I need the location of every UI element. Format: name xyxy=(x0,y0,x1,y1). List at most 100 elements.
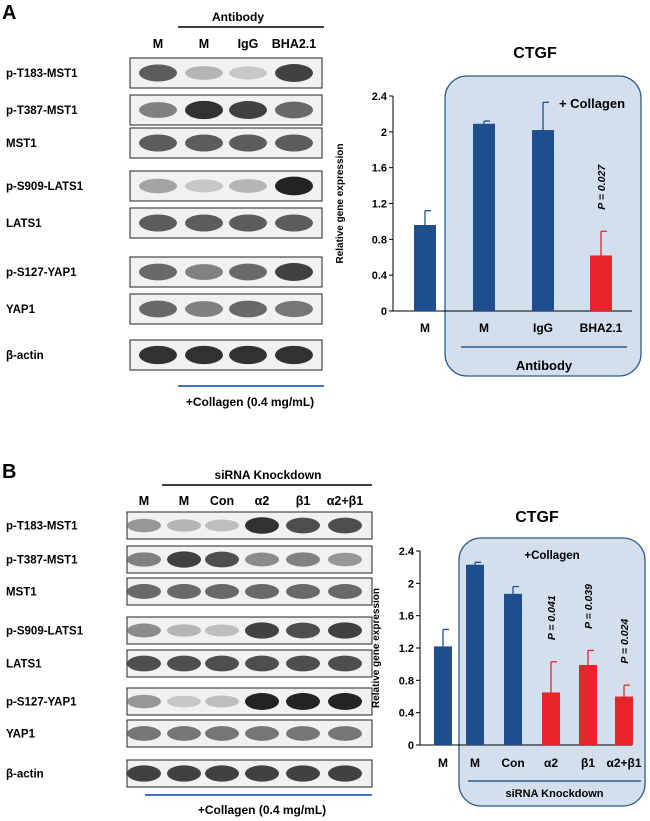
panel-a-letter: A xyxy=(2,2,16,24)
panel-b-lane-label: M xyxy=(179,494,189,508)
panel-b-band xyxy=(205,519,239,532)
panel-a-band xyxy=(229,134,267,152)
panel-b-band xyxy=(205,695,239,708)
panel-a-lane-label: BHA2.1 xyxy=(272,37,317,51)
panel-b-p-value-annotation: P = 0.024 xyxy=(619,619,631,664)
panel-a-band xyxy=(229,179,267,193)
panel-a-band xyxy=(139,178,177,194)
panel-a-collagen-label: +Collagen (0.4 mg/mL) xyxy=(186,395,314,409)
panel-a-band xyxy=(139,102,177,118)
panel-a-p-value-annotation: P = 0.027 xyxy=(596,164,608,210)
panel-b-y-tick-label: 2 xyxy=(408,578,414,590)
panel-a-band xyxy=(275,101,313,119)
panel-a-antibody-header: Antibody xyxy=(212,10,264,24)
panel-b-bar xyxy=(434,646,452,745)
panel-b-y-tick-label: 1.2 xyxy=(399,643,414,655)
panel-b-bar xyxy=(466,564,484,745)
panel-a-bar xyxy=(414,225,436,311)
panel-a-band xyxy=(185,301,223,317)
panel-a-y-tick-label: 0.4 xyxy=(372,270,388,282)
panel-a-band xyxy=(229,214,267,232)
panel-b-band xyxy=(205,655,239,672)
panel-a-row-label: YAP1 xyxy=(6,304,36,316)
panel-a-y-tick-label: 1.6 xyxy=(372,163,387,175)
panel-b-row-label: p-S909-LATS1 xyxy=(6,626,84,638)
panel-b-ctgf-chart: CTGF 0 0.4 0.8 1.2 1.6 2 2.4 Relative gene expre… xyxy=(371,509,646,807)
panel-a-western-blot: M M IgG BHA2.1 p-T183-MST1 p-T387-MST1 MST1 p-S… xyxy=(6,37,323,371)
panel-b-band xyxy=(205,726,239,741)
panel-b-band xyxy=(205,583,239,600)
panel-b-category-label: Con xyxy=(501,756,524,770)
panel-b-band xyxy=(328,552,362,567)
panel-b-category-label: α2+β1 xyxy=(606,756,641,770)
panel-b-p-value-annotation: P = 0.041 xyxy=(546,595,558,640)
panel-a-row-label: β-actin xyxy=(6,350,44,362)
panel-a-band xyxy=(229,263,267,281)
panel-a-band xyxy=(229,66,267,80)
panel-a-band xyxy=(185,214,223,232)
panel-a-chart-title: CTGF xyxy=(513,45,557,62)
panel-a-box-label: + Collagen xyxy=(559,96,625,111)
panel-a-band xyxy=(185,100,223,120)
panel-b-band xyxy=(245,583,279,600)
panel-a-band xyxy=(275,64,313,82)
panel-a-band xyxy=(139,300,177,318)
panel-b-band xyxy=(245,765,279,782)
panel-b-band xyxy=(167,583,201,600)
panel-b-box-label: +Collagen xyxy=(524,550,579,562)
panel-a-band xyxy=(139,345,177,365)
panel-b-band xyxy=(127,726,161,741)
panel-a-band xyxy=(185,179,223,193)
panel-b-band xyxy=(328,726,362,741)
panel-a-category-label: M xyxy=(479,321,489,335)
panel-b-band xyxy=(167,726,201,741)
panel-b-y-tick-label: 0.4 xyxy=(399,708,415,720)
panel-a-row-label: p-S127-YAP1 xyxy=(6,267,77,279)
panel-b-band xyxy=(286,765,320,782)
panel-b-band xyxy=(286,726,320,741)
panel-b-band xyxy=(286,693,320,710)
panel-a-band xyxy=(185,345,223,365)
panel-b-category-label: M xyxy=(438,756,448,770)
panel-b-band xyxy=(167,519,201,532)
panel-a-band xyxy=(229,300,267,318)
panel-a-ctgf-chart: CTGF 0 0.4 0.8 1.2 1.6 2 2.4 Relative gene expre… xyxy=(335,45,642,377)
panel-a-category-label: IgG xyxy=(533,321,553,335)
panel-b-row-label: p-T387-MST1 xyxy=(6,555,78,567)
panel-a-band xyxy=(275,345,313,365)
panel-a-band xyxy=(185,134,223,152)
panel-b-band xyxy=(328,655,362,672)
panel-b-band xyxy=(286,517,320,534)
panel-b-band xyxy=(167,655,201,672)
panel-a-band xyxy=(139,64,177,82)
panel-a-band xyxy=(185,264,223,280)
panel-b-category-label: α2 xyxy=(544,756,558,770)
panel-b-y-tick-label: 0 xyxy=(408,740,414,752)
panel-b-chart-title: CTGF xyxy=(515,509,559,526)
panel-b-band xyxy=(127,765,161,782)
panel-b-row-label: p-T183-MST1 xyxy=(6,521,78,533)
panel-a-y-tick-label: 2 xyxy=(381,127,387,139)
panel-b-western-blot: M M Con α2 β1 α2+β1 p-T183-MST1 p-T387-MST1 MST1… xyxy=(6,494,373,788)
panel-a-band xyxy=(275,134,313,152)
panel-b-bar xyxy=(615,696,633,745)
panel-b-band xyxy=(167,551,201,568)
panel-b-band xyxy=(245,552,279,567)
panel-b-lane-label: β1 xyxy=(296,494,311,508)
panel-a-band xyxy=(185,66,223,80)
panel-b-band xyxy=(127,583,161,600)
panel-b-p-value-annotation: P = 0.039 xyxy=(583,584,595,629)
panel-b-row-label: YAP1 xyxy=(6,729,36,741)
panel-b-band xyxy=(167,765,201,782)
panel-b-band xyxy=(205,765,239,782)
panel-a-band xyxy=(275,300,313,318)
panel-a-bar xyxy=(590,255,612,311)
panel-a-y-tick-label: 1.2 xyxy=(372,199,387,211)
panel-a-group-label: Antibody xyxy=(516,358,573,373)
panel-b-band xyxy=(245,622,279,639)
panel-b-band xyxy=(127,694,161,709)
panel-b-band xyxy=(286,552,320,567)
panel-b-category-label: M xyxy=(470,756,480,770)
panel-a-category-label: BHA2.1 xyxy=(580,321,623,335)
panel-a-band xyxy=(275,214,313,232)
